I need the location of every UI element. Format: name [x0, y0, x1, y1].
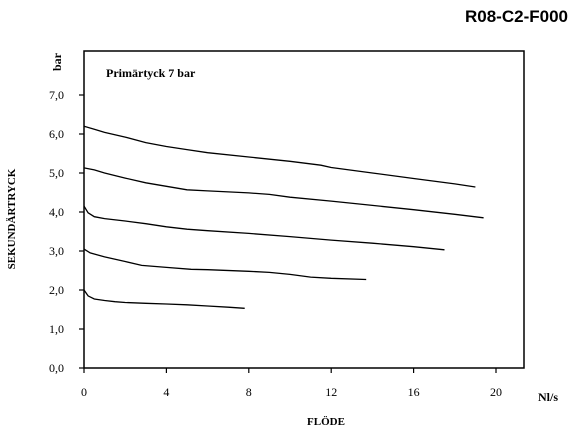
pressure-curves [83, 125, 484, 309]
pressure-curve-2 [83, 248, 367, 281]
pressure-curve-1 [83, 289, 245, 309]
y-unit: bar [50, 52, 64, 71]
y-tick-label: 1,0 [49, 322, 64, 336]
y-ticks: 0,0 1,0 2,0 3,0 4,0 5,0 6,0 7,0 [49, 88, 84, 375]
y-tick-label: 6,0 [49, 127, 64, 141]
x-axis-label: FLÖDE [307, 415, 345, 428]
annotation-primary-pressure: Primärtyck 7 bar [106, 66, 196, 80]
x-unit: Nl/s [538, 390, 558, 404]
pressure-curve-5 [83, 125, 476, 188]
y-tick-label: 7,0 [49, 88, 64, 102]
y-tick-label: 3,0 [49, 244, 64, 258]
x-tick-label: 4 [163, 385, 169, 399]
y-tick-label: 0,0 [49, 361, 64, 375]
plot-frame [83, 50, 525, 369]
x-tick-label: 20 [490, 385, 502, 399]
pressure-curve-3 [83, 205, 445, 251]
chart-code: R08-C2-F000 [465, 7, 568, 26]
x-tick-label: 16 [408, 385, 420, 399]
x-tick-label: 0 [81, 385, 87, 399]
x-tick-label: 8 [246, 385, 252, 399]
y-tick-label: 5,0 [49, 166, 64, 180]
y-tick-label: 2,0 [49, 283, 64, 297]
x-ticks: 0 4 8 12 16 20 [81, 368, 502, 399]
y-tick-label: 4,0 [49, 205, 64, 219]
x-tick-label: 12 [325, 385, 337, 399]
pressure-curve-4 [83, 167, 484, 219]
y-axis-label: SEKUNDÄRTRYCK [5, 168, 18, 269]
